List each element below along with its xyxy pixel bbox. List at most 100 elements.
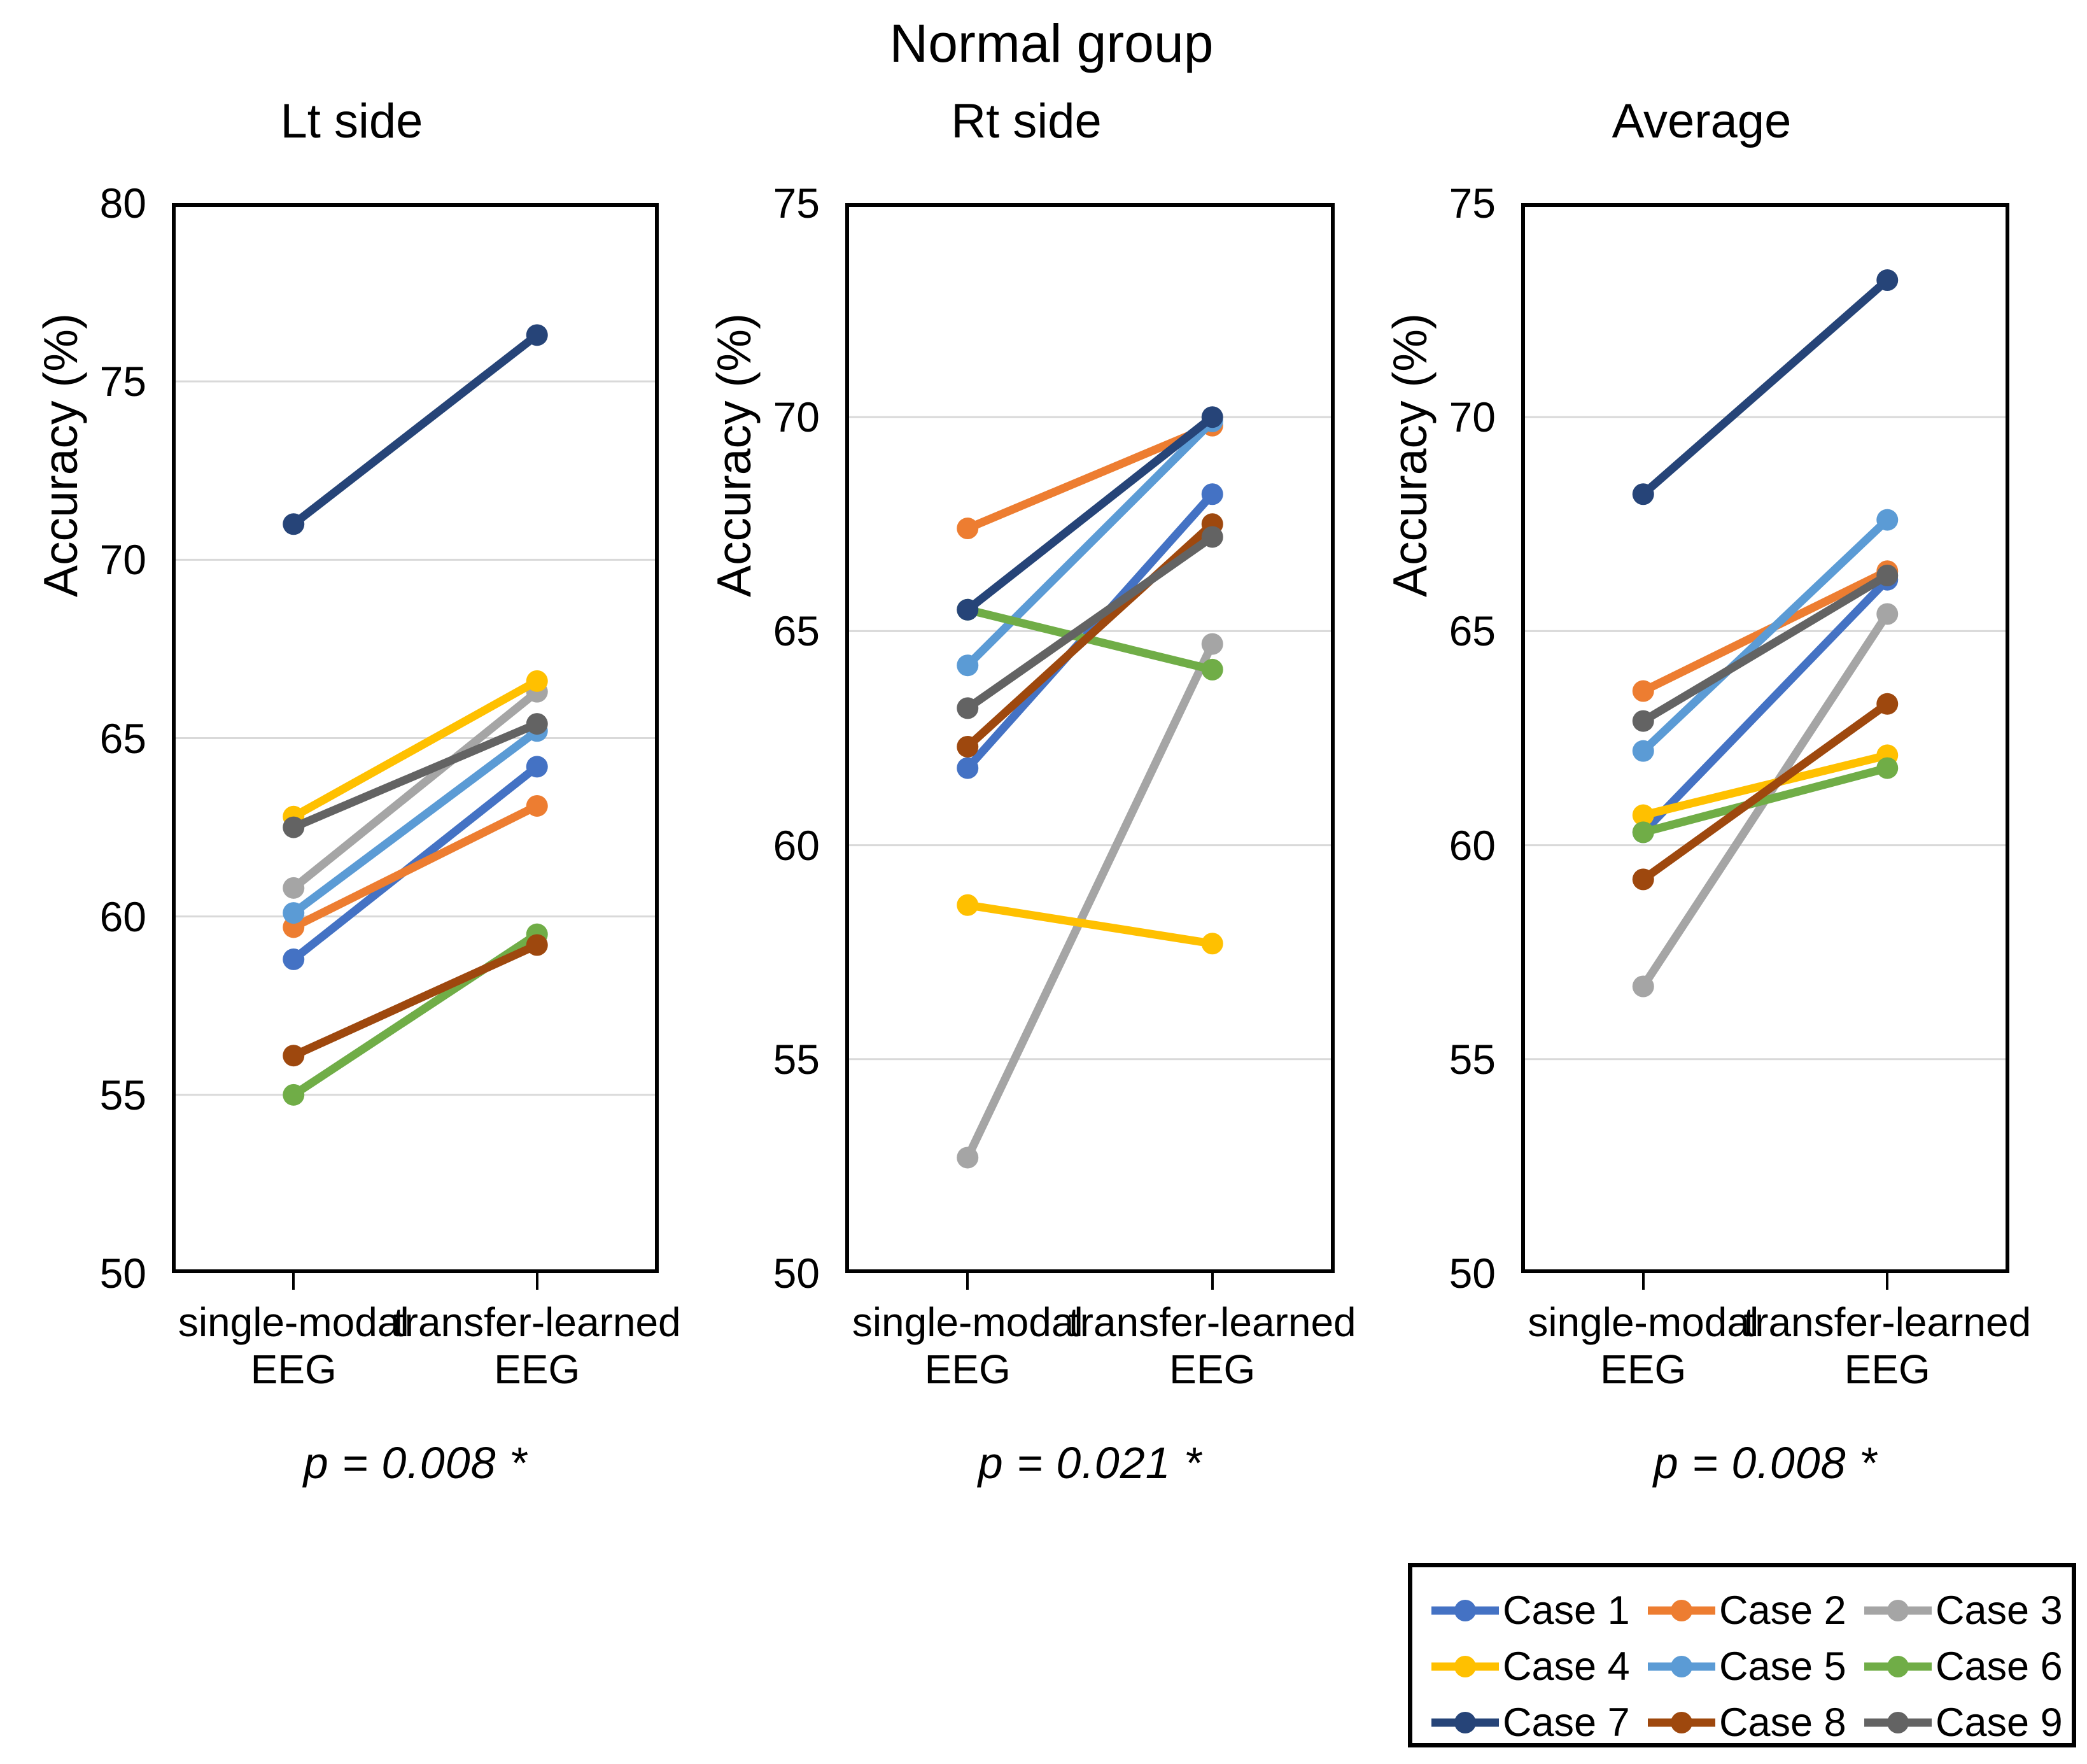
x-tick-mark xyxy=(292,1273,295,1290)
legend-item: Case 1 xyxy=(1430,1585,1630,1636)
legend-marker-icon xyxy=(1864,1656,1932,1677)
data-point-case-5 xyxy=(1632,740,1654,762)
legend-item: Case 7 xyxy=(1430,1697,1630,1748)
x-tick-label: transfer-learned EEG xyxy=(393,1299,681,1392)
data-point-case-5 xyxy=(1876,509,1899,531)
data-point-case-8 xyxy=(1632,868,1654,891)
data-point-case-7 xyxy=(1632,483,1654,505)
legend-marker-icon xyxy=(1648,1600,1715,1621)
plot-canvas xyxy=(176,324,655,1106)
y-tick-label: 60 xyxy=(773,821,820,869)
data-point-case-1 xyxy=(526,756,548,778)
data-point-case-2 xyxy=(1632,680,1654,702)
data-point-case-4 xyxy=(1201,933,1223,955)
series-line-case-8 xyxy=(289,940,542,1060)
series-line-case-9 xyxy=(1639,571,1892,726)
x-tick-mark xyxy=(966,1273,969,1290)
data-point-case-4 xyxy=(526,670,548,692)
series-line-case-8 xyxy=(1639,700,1892,884)
legend-item-label: Case 6 xyxy=(1936,1644,2063,1689)
data-point-case-3 xyxy=(1876,603,1899,625)
data-point-case-8 xyxy=(957,735,979,758)
data-point-case-5 xyxy=(283,902,305,924)
y-tick-label: 75 xyxy=(773,180,820,227)
x-tick-mark xyxy=(1211,1273,1214,1290)
y-tick-label: 75 xyxy=(1449,180,1496,227)
legend-marker-icon xyxy=(1431,1712,1499,1733)
legend-marker-icon xyxy=(1864,1712,1932,1733)
data-point-case-2 xyxy=(957,518,979,540)
y-tick-label: 55 xyxy=(1449,1035,1496,1083)
y-tick-label: 65 xyxy=(1449,607,1496,655)
legend-item-label: Case 2 xyxy=(1719,1588,1846,1633)
y-axis-label: Accuracy (%) xyxy=(707,313,761,597)
series-line-case-9 xyxy=(289,719,542,832)
series-line-case-4 xyxy=(963,901,1217,948)
x-tick-label: single-modal EEG xyxy=(852,1299,1083,1392)
y-tick-label: 80 xyxy=(99,180,146,227)
data-point-case-6 xyxy=(1201,658,1223,681)
data-point-case-2 xyxy=(526,794,548,817)
legend-item-label: Case 3 xyxy=(1936,1588,2063,1633)
legend-marker-icon xyxy=(1431,1656,1499,1677)
data-point-case-8 xyxy=(283,1045,305,1067)
series-line-case-4 xyxy=(1639,751,1892,820)
plot-canvas xyxy=(849,406,1331,1169)
legend-marker-icon xyxy=(1864,1600,1932,1621)
data-point-case-6 xyxy=(1876,757,1899,779)
legend-item: Case 2 xyxy=(1647,1585,1846,1636)
y-tick-label: 70 xyxy=(99,536,146,584)
legend-item-label: Case 5 xyxy=(1719,1644,1846,1689)
data-point-case-9 xyxy=(1201,526,1223,548)
legend-item-label: Case 8 xyxy=(1719,1700,1846,1745)
series-line-case-3 xyxy=(289,688,542,893)
series-line-case-3 xyxy=(963,640,1217,1162)
p-value-label: p = 0.021 * xyxy=(978,1438,1202,1488)
data-point-case-1 xyxy=(1201,483,1223,505)
y-tick-label: 50 xyxy=(1449,1250,1496,1297)
legend-item-label: Case 9 xyxy=(1936,1700,2063,1745)
data-point-case-1 xyxy=(957,757,979,779)
x-tick-mark xyxy=(535,1273,538,1290)
data-point-case-3 xyxy=(283,877,305,899)
data-point-case-6 xyxy=(283,1083,305,1106)
data-point-case-7 xyxy=(957,598,979,621)
p-value-label: p = 0.008 * xyxy=(1653,1438,1878,1488)
legend-item: Case 8 xyxy=(1647,1697,1846,1748)
series-line-case-6 xyxy=(1639,764,1892,836)
legend-item-label: Case 4 xyxy=(1503,1644,1630,1689)
x-tick-label: single-modal EEG xyxy=(1528,1299,1759,1392)
x-tick-label: single-modal EEG xyxy=(178,1299,409,1392)
series-line-case-5 xyxy=(1639,516,1892,756)
subplot-title: Rt side xyxy=(951,94,1102,148)
data-point-case-7 xyxy=(283,513,305,535)
legend-box: Case 1 Case 2 Case 3 Case 4 Case 5 Case 6 Case… xyxy=(1408,1563,2076,1747)
data-point-case-7 xyxy=(526,324,548,346)
series-line-case-7 xyxy=(289,330,542,528)
subplot-title: Average xyxy=(1612,94,1792,148)
data-point-case-4 xyxy=(1632,804,1654,826)
legend-item: Case 3 xyxy=(1863,1585,2063,1636)
y-tick-label: 75 xyxy=(99,358,146,406)
series-line-case-5 xyxy=(963,417,1217,670)
y-tick-label: 55 xyxy=(773,1035,820,1083)
series-line-case-9 xyxy=(963,532,1217,712)
data-point-case-9 xyxy=(1876,564,1899,586)
legend-item-label: Case 1 xyxy=(1503,1588,1630,1633)
legend-marker-icon xyxy=(1431,1600,1499,1621)
data-point-case-3 xyxy=(1632,975,1654,998)
y-tick-label: 65 xyxy=(773,607,820,655)
series-line-case-1 xyxy=(1639,575,1892,836)
data-point-case-4 xyxy=(957,894,979,916)
plot-area xyxy=(1521,203,2009,1273)
plot-canvas xyxy=(1525,269,2006,1061)
series-line-case-7 xyxy=(1639,276,1892,498)
legend-item: Case 4 xyxy=(1430,1641,1630,1692)
y-tick-label: 70 xyxy=(1449,393,1496,441)
x-tick-mark xyxy=(1886,1273,1889,1290)
y-tick-label: 50 xyxy=(99,1250,146,1297)
legend-marker-icon xyxy=(1648,1656,1715,1677)
data-point-case-1 xyxy=(283,948,305,970)
y-axis-label: Accuracy (%) xyxy=(1383,313,1437,597)
